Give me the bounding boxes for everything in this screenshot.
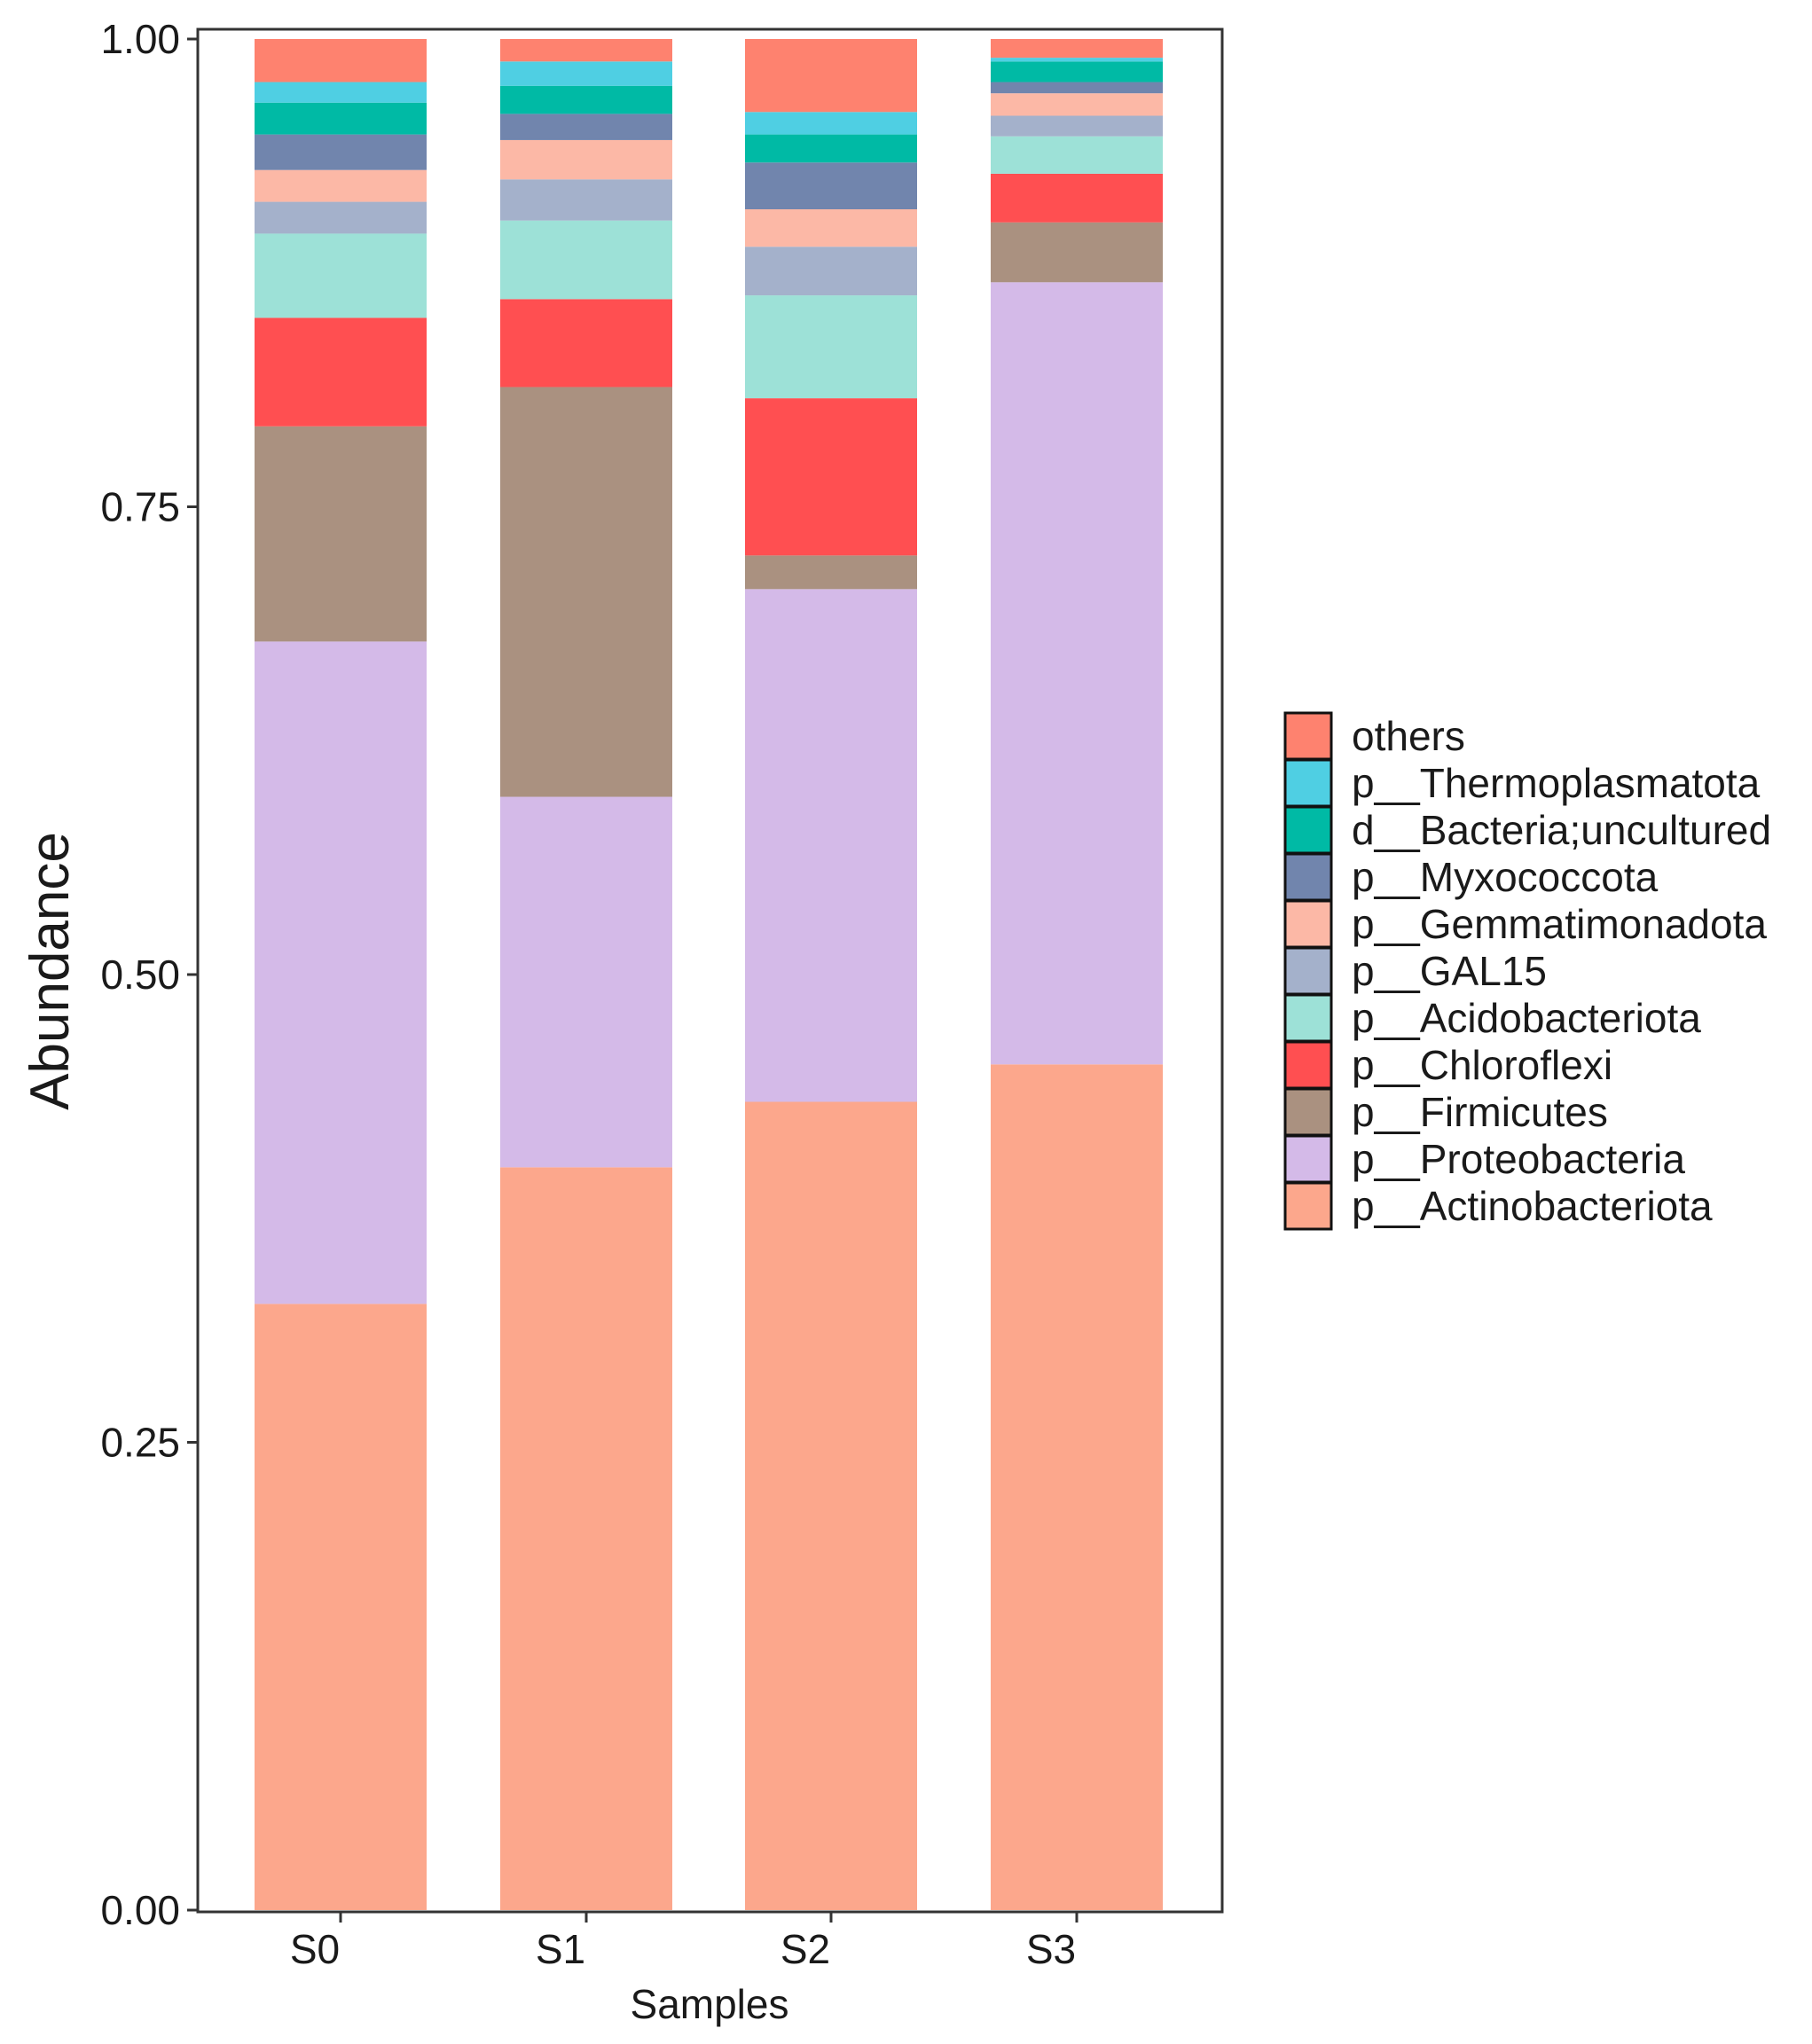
- bar-segment-s0-p-myxococcota: [255, 134, 427, 170]
- bar-segment-s1-p-firmicutes: [500, 387, 672, 797]
- legend-item-p-acidobacteriota: p__Acidobacteriota: [1283, 993, 1701, 1043]
- legend-label: p__Chloroflexi: [1352, 1042, 1612, 1088]
- bar-segment-s1-p-proteobacteria: [500, 796, 672, 1168]
- legend-key: [1283, 852, 1333, 902]
- legend-key: [1283, 1134, 1333, 1184]
- bar-segment-s2-others: [745, 39, 917, 113]
- bar-stack-s0: [255, 39, 427, 1910]
- y-tick-label: 0.25: [100, 1420, 180, 1466]
- bar-segment-s3-p-gemmatimonadota: [991, 93, 1163, 116]
- legend-item-p-gemmatimonadota: p__Gemmatimonadota: [1283, 899, 1767, 949]
- legend-item-p-gal15: p__GAL15: [1283, 946, 1547, 996]
- bar-segment-s1-p-myxococcota: [500, 114, 672, 140]
- bar-segment-s3-p-chloroflexi: [991, 173, 1163, 223]
- legend-item-p-actinobacteriota: p__Actinobacteriota: [1283, 1181, 1713, 1231]
- legend-item-p-myxococcota: p__Myxococcota: [1283, 852, 1659, 902]
- legend-label: others: [1352, 713, 1465, 759]
- bar-segment-s1-p-gemmatimonadota: [500, 139, 672, 180]
- bar-segment-s3-p-bacteria-uncultured: [991, 61, 1163, 82]
- bar-segment-s0-p-acidobacteriota: [255, 233, 427, 318]
- bar-segment-s2-p-chloroflexi: [745, 398, 917, 556]
- y-axis: 0.00 0.25 0.50 0.75 1.00: [100, 16, 198, 1933]
- legend-key: [1283, 1181, 1333, 1231]
- bar-segment-s3-others: [991, 39, 1163, 59]
- legend-label: p__Myxococcota: [1352, 854, 1659, 900]
- legend-key: [1283, 993, 1333, 1043]
- bar-segment-s3-p-proteobacteria: [991, 282, 1163, 1065]
- bars-layer: [255, 39, 1163, 1910]
- legend-label: p__Acidobacteriota: [1352, 995, 1701, 1041]
- legend-label: p__GAL15: [1352, 948, 1547, 994]
- bar-segment-s2-p-gemmatimonadota: [745, 209, 917, 247]
- bar-segment-s1-others: [500, 39, 672, 62]
- legend-label: d__Bacteria;uncultured: [1352, 807, 1771, 853]
- bar-segment-s2-p-firmicutes: [745, 555, 917, 590]
- legend-key: [1283, 899, 1333, 949]
- legend-item-p-bacteria-uncultured: d__Bacteria;uncultured: [1283, 805, 1771, 855]
- bar-segment-s1-p-gal15: [500, 179, 672, 221]
- bar-segment-s3-p-acidobacteriota: [991, 136, 1163, 174]
- bar-segment-s3-p-myxococcota: [991, 82, 1163, 94]
- legend-item-p-firmicutes: p__Firmicutes: [1283, 1087, 1608, 1137]
- legend-key: [1283, 946, 1333, 996]
- bar-segment-s0-p-thermoplasmatota: [255, 82, 427, 103]
- bar-stack-s3: [991, 39, 1163, 1910]
- bar-segment-s0-p-chloroflexi: [255, 317, 427, 427]
- x-tick-label: S1: [536, 1926, 585, 1972]
- x-axis-title: Samples: [631, 1981, 789, 2027]
- legend-label: p__Actinobacteriota: [1352, 1183, 1713, 1229]
- bar-segment-s0-p-gemmatimonadota: [255, 169, 427, 202]
- legend-item-others: others: [1283, 711, 1465, 761]
- bar-segment-s1-p-chloroflexi: [500, 299, 672, 388]
- bar-stack-s2: [745, 39, 917, 1910]
- bar-segment-s3-p-thermoplasmatota: [991, 58, 1163, 62]
- legend-item-p-thermoplasmatota: p__Thermoplasmatota: [1283, 758, 1761, 808]
- y-tick-label: 0.50: [100, 952, 180, 998]
- bar-segment-s3-p-actinobacteriota: [991, 1064, 1163, 1910]
- plot-panel-border: [196, 27, 1224, 1914]
- x-tick-label: S3: [1026, 1926, 1076, 1972]
- bar-segment-s2-p-thermoplasmatota: [745, 112, 917, 135]
- bar-segment-s0-others: [255, 39, 427, 82]
- legend-key: [1283, 1040, 1333, 1090]
- legend-label: p__Thermoplasmatota: [1352, 760, 1761, 806]
- bar-segment-s2-p-acidobacteriota: [745, 295, 917, 399]
- bar-segment-s0-p-proteobacteria: [255, 641, 427, 1304]
- bar-segment-s0-p-gal15: [255, 201, 427, 234]
- bar-segment-s2-p-actinobacteriota: [745, 1101, 917, 1910]
- bar-segment-s0-p-actinobacteriota: [255, 1304, 427, 1910]
- legend-key: [1283, 1087, 1333, 1137]
- bar-segment-s2-p-proteobacteria: [745, 589, 917, 1102]
- bar-segment-s0-p-firmicutes: [255, 426, 427, 642]
- bar-segment-s0-p-bacteria-uncultured: [255, 102, 427, 135]
- bar-segment-s1-p-actinobacteriota: [500, 1167, 672, 1910]
- x-axis: S0 S1 S2 S3: [290, 1912, 1079, 1972]
- bar-stack-s1: [500, 39, 672, 1910]
- legend-item-p-chloroflexi: p__Chloroflexi: [1283, 1040, 1612, 1090]
- x-tick-label: S2: [780, 1926, 830, 1972]
- bar-segment-s2-p-bacteria-uncultured: [745, 134, 917, 163]
- legend-label: p__Gemmatimonadota: [1352, 901, 1767, 947]
- legend: othersp__Thermoplasmatotad__Bacteria;unc…: [1283, 711, 1771, 1231]
- y-tick-label: 0.00: [100, 1887, 180, 1933]
- bar-segment-s1-p-bacteria-uncultured: [500, 85, 672, 114]
- y-tick-label: 0.75: [100, 484, 180, 530]
- x-tick-label: S0: [290, 1926, 340, 1972]
- bar-segment-s1-p-acidobacteriota: [500, 220, 672, 300]
- y-tick-label: 1.00: [100, 16, 180, 62]
- legend-key: [1283, 758, 1333, 808]
- y-axis-title: Abundance: [20, 832, 81, 1110]
- legend-label: p__Firmicutes: [1352, 1089, 1608, 1135]
- legend-label: p__Proteobacteria: [1352, 1136, 1685, 1182]
- bar-segment-s1-p-thermoplasmatota: [500, 61, 672, 86]
- bar-segment-s2-p-myxococcota: [745, 162, 917, 210]
- legend-key: [1283, 711, 1333, 761]
- legend-item-p-proteobacteria: p__Proteobacteria: [1283, 1134, 1685, 1184]
- legend-key: [1283, 805, 1333, 855]
- bar-segment-s2-p-gal15: [745, 247, 917, 296]
- bar-segment-s3-p-firmicutes: [991, 222, 1163, 283]
- bar-segment-s3-p-gal15: [991, 115, 1163, 137]
